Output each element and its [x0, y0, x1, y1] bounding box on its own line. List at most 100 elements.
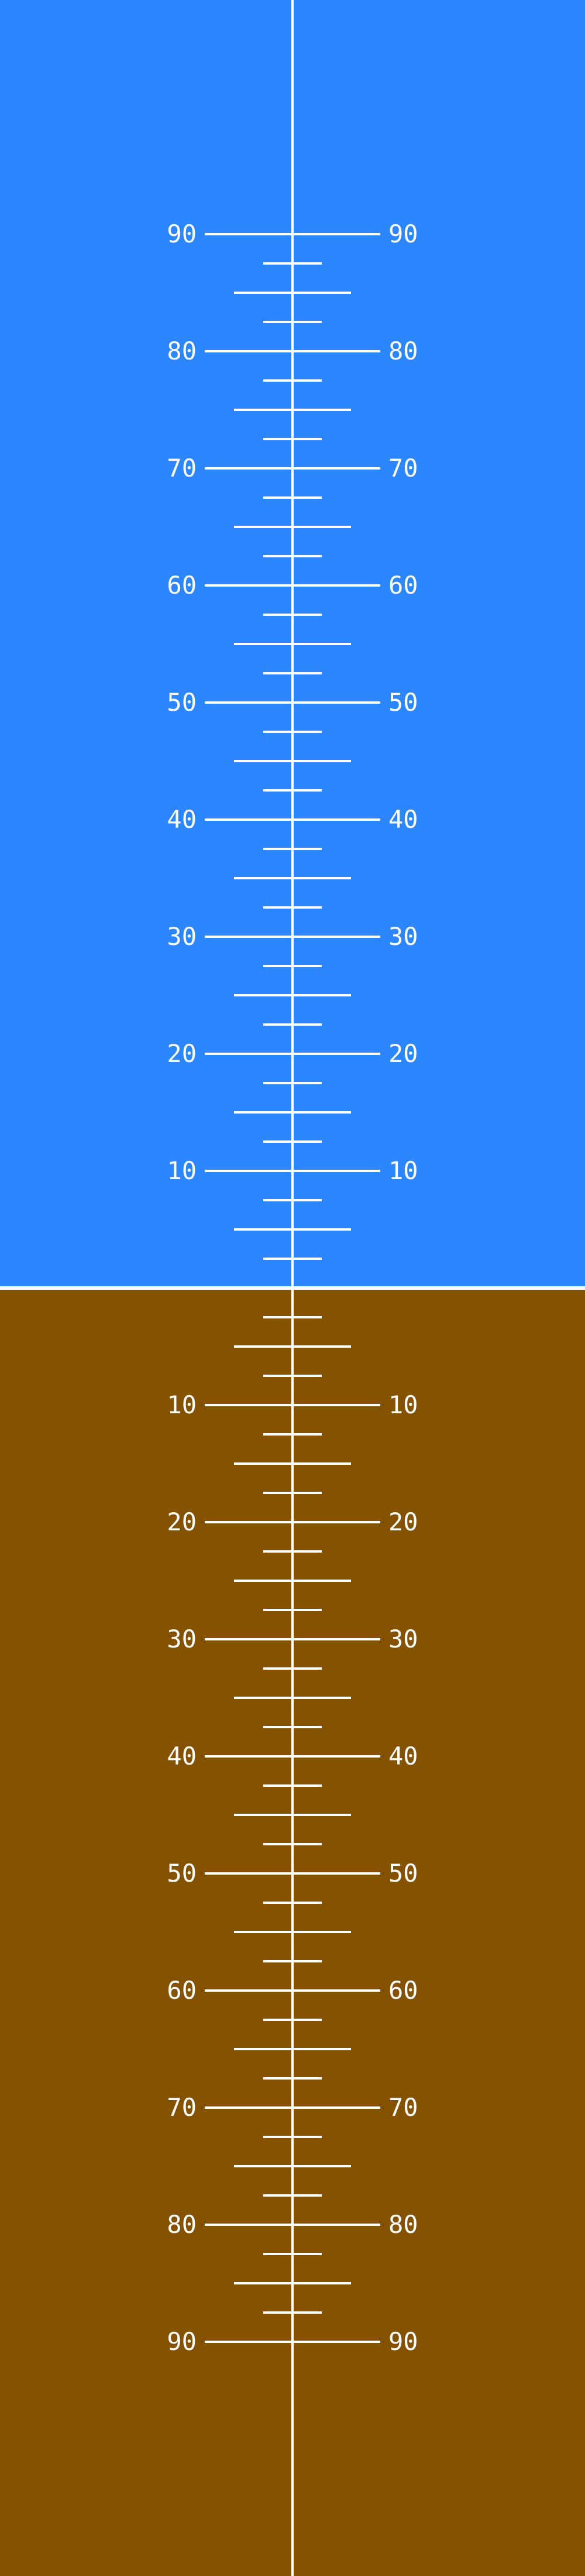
major-tick — [205, 818, 380, 821]
minor-tick — [263, 2019, 322, 2021]
minor-tick — [263, 1902, 322, 1904]
minor-tick — [263, 379, 322, 382]
pitch-label-left: 30 — [167, 1625, 197, 1653]
minor-tick — [263, 1199, 322, 1201]
major-tick — [205, 1170, 380, 1172]
pitch-label-right: 60 — [388, 1976, 418, 2005]
pitch-label-right: 60 — [388, 571, 418, 600]
pitch-label-right: 40 — [388, 805, 418, 834]
minor-tick — [263, 848, 322, 850]
pitch-label-right: 80 — [388, 2210, 418, 2239]
minor-tick — [263, 1375, 322, 1377]
minor-tick — [263, 2194, 322, 2197]
pitch-label-left: 70 — [167, 2093, 197, 2122]
mid-tick — [234, 526, 351, 528]
major-tick — [205, 936, 380, 938]
mid-tick — [234, 1814, 351, 1816]
mid-tick — [234, 1931, 351, 1933]
major-tick — [205, 1638, 380, 1640]
mid-tick — [234, 1228, 351, 1231]
mid-tick — [234, 2282, 351, 2284]
minor-tick — [263, 438, 322, 440]
major-tick — [205, 2106, 380, 2109]
minor-tick — [263, 2311, 322, 2314]
minor-tick — [263, 2077, 322, 2080]
minor-tick — [263, 1023, 322, 1026]
pitch-label-left: 30 — [167, 922, 197, 951]
minor-tick — [263, 1140, 322, 1143]
pitch-label-right: 20 — [388, 1508, 418, 1536]
major-tick — [205, 350, 380, 352]
horizon-line — [0, 1286, 585, 1290]
mid-tick — [234, 409, 351, 411]
mid-tick — [234, 1111, 351, 1114]
pitch-label-left: 20 — [167, 1508, 197, 1536]
mid-tick — [234, 2165, 351, 2167]
minor-tick — [263, 2136, 322, 2138]
major-tick — [205, 1755, 380, 1758]
pitch-label-right: 80 — [388, 337, 418, 365]
pitch-label-left: 90 — [167, 220, 197, 248]
pitch-label-right: 30 — [388, 922, 418, 951]
minor-tick — [263, 965, 322, 967]
major-tick — [205, 233, 380, 235]
mid-tick — [234, 292, 351, 294]
minor-tick — [263, 1843, 322, 1845]
mid-tick — [234, 760, 351, 762]
mid-tick — [234, 994, 351, 996]
pitch-label-right: 20 — [388, 1039, 418, 1068]
minor-tick — [263, 1960, 322, 1962]
mid-tick — [234, 2048, 351, 2050]
minor-tick — [263, 731, 322, 733]
pitch-label-right: 70 — [388, 454, 418, 482]
major-tick — [205, 467, 380, 470]
pitch-label-left: 60 — [167, 571, 197, 600]
mid-tick — [234, 877, 351, 879]
pitch-label-right: 10 — [388, 1156, 418, 1185]
pitch-label-left: 90 — [167, 2327, 197, 2356]
pitch-label-left: 40 — [167, 1742, 197, 1770]
major-tick — [205, 1872, 380, 1875]
pitch-label-right: 40 — [388, 1742, 418, 1770]
pitch-label-right: 50 — [388, 688, 418, 717]
pitch-label-left: 50 — [167, 688, 197, 717]
minor-tick — [263, 672, 322, 674]
mid-tick — [234, 1462, 351, 1465]
minor-tick — [263, 1316, 322, 1318]
pitch-label-left: 80 — [167, 337, 197, 365]
minor-tick — [263, 1433, 322, 1436]
pitch-label-left: 10 — [167, 1156, 197, 1185]
major-tick — [205, 1989, 380, 1992]
pitch-label-left: 40 — [167, 805, 197, 834]
pitch-label-left: 10 — [167, 1390, 197, 1419]
pitch-label-right: 70 — [388, 2093, 418, 2122]
pitch-label-right: 10 — [388, 1390, 418, 1419]
major-tick — [205, 2341, 380, 2343]
minor-tick — [263, 1726, 322, 1728]
major-tick — [205, 584, 380, 587]
mid-tick — [234, 1697, 351, 1699]
minor-tick — [263, 1492, 322, 1494]
minor-tick — [263, 1667, 322, 1670]
minor-tick — [263, 1550, 322, 1553]
minor-tick — [263, 1609, 322, 1611]
minor-tick — [263, 1258, 322, 1260]
major-tick — [205, 2224, 380, 2226]
minor-tick — [263, 789, 322, 792]
minor-tick — [263, 555, 322, 557]
mid-tick — [234, 643, 351, 645]
minor-tick — [263, 496, 322, 499]
pitch-label-left: 70 — [167, 454, 197, 482]
major-tick — [205, 701, 380, 704]
minor-tick — [263, 906, 322, 909]
major-tick — [205, 1521, 380, 1523]
major-tick — [205, 1404, 380, 1406]
pitch-label-left: 20 — [167, 1039, 197, 1068]
minor-tick — [263, 1082, 322, 1084]
pitch-label-left: 50 — [167, 1859, 197, 1888]
major-tick — [205, 1053, 380, 1055]
minor-tick — [263, 1784, 322, 1787]
pitch-label-right: 50 — [388, 1859, 418, 1888]
pitch-label-right: 90 — [388, 220, 418, 248]
